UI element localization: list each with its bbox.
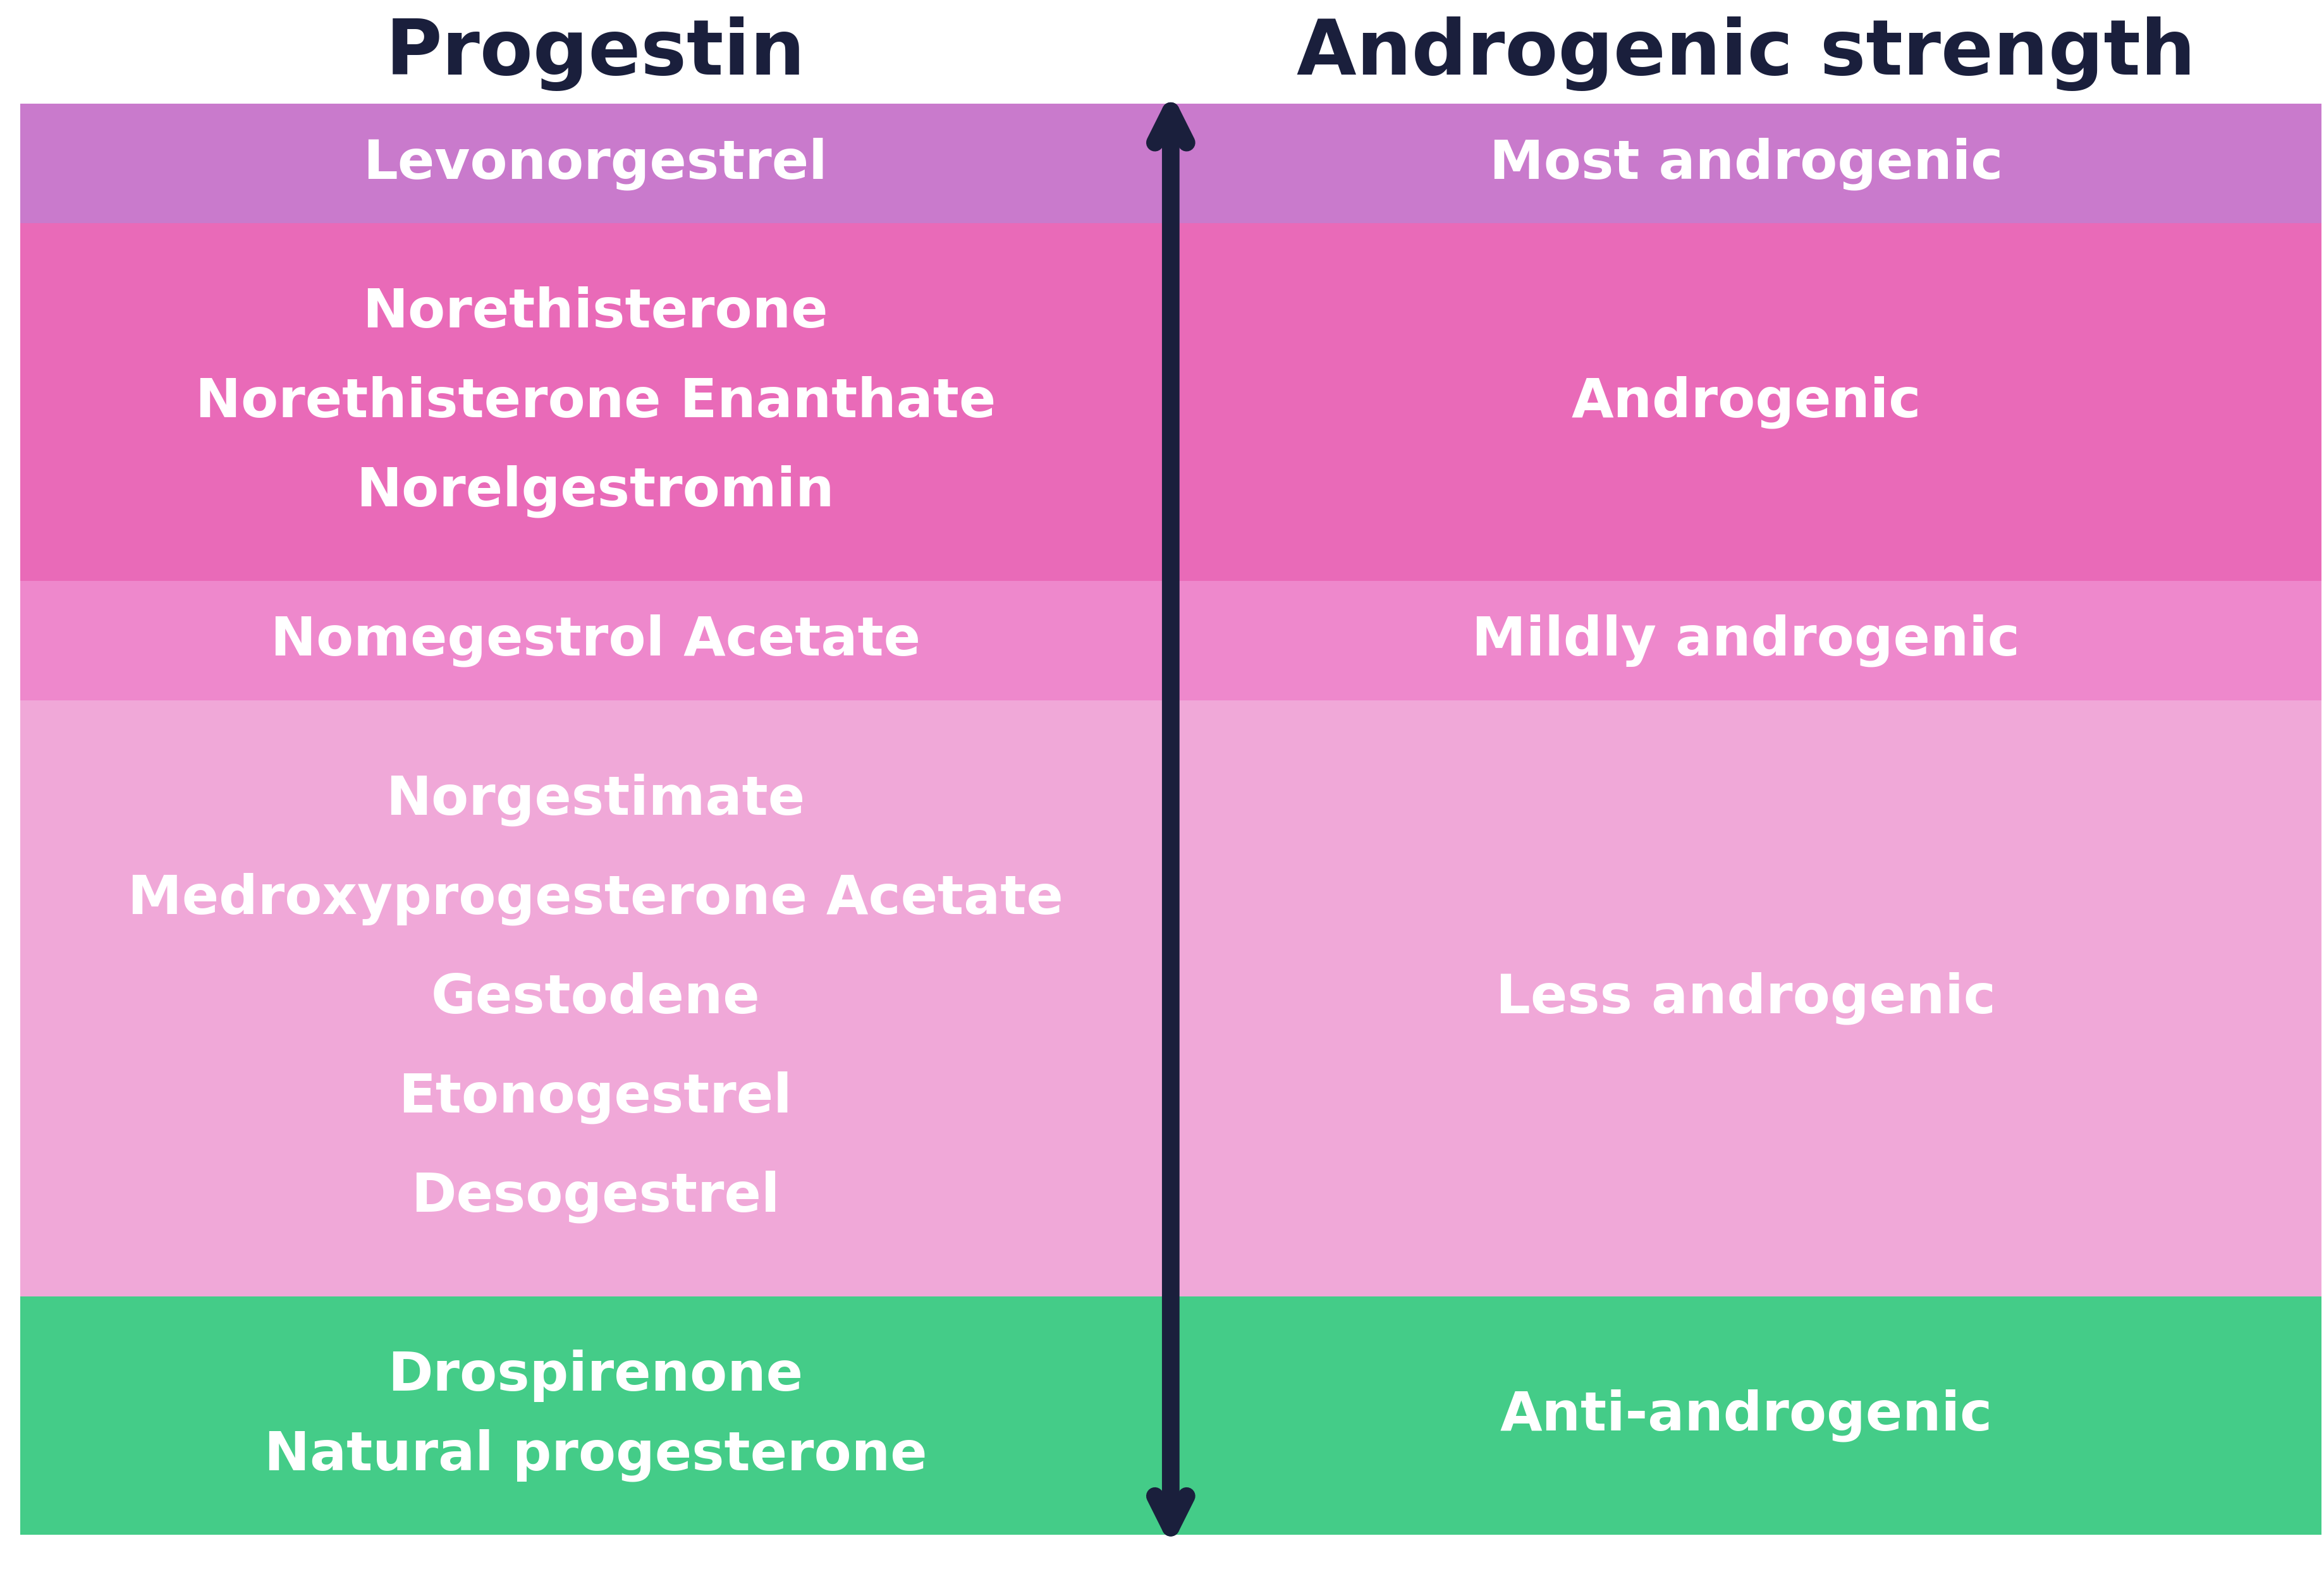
Bar [21,1297,1171,1535]
Text: Natural progesterone: Natural progesterone [265,1429,927,1481]
Text: Anti-androgenic: Anti-androgenic [1499,1389,1992,1441]
Bar [21,581,1171,700]
Text: Most androgenic: Most androgenic [1490,137,2003,189]
Bar [21,103,1171,223]
Bar [1171,1297,2322,1535]
Bar [21,700,1171,1297]
Text: Mildly androgenic: Mildly androgenic [1471,614,2020,667]
Text: Nomegestrol Acetate: Nomegestrol Acetate [270,614,920,667]
Text: Norethisterone Enanthate: Norethisterone Enanthate [195,375,995,428]
Text: Norelgestromin: Norelgestromin [356,465,834,517]
Text: Norgestimate: Norgestimate [386,773,804,826]
Text: Etonogestrel: Etonogestrel [400,1071,792,1123]
Text: Androgenic strength: Androgenic strength [1297,16,2196,91]
Text: Gestodene: Gestodene [430,972,760,1025]
Text: Drospirenone: Drospirenone [388,1349,804,1402]
Text: Medroxyprogesterone Acetate: Medroxyprogesterone Acetate [128,872,1062,926]
Text: Levonorgestrel: Levonorgestrel [363,137,827,189]
Bar [1171,103,2322,223]
Bar [1171,223,2322,581]
Text: Progestin: Progestin [386,16,806,91]
Text: Androgenic: Androgenic [1571,375,1922,428]
Text: Less androgenic: Less androgenic [1497,972,1996,1025]
Text: Desogestrel: Desogestrel [411,1171,781,1223]
Bar [1171,581,2322,700]
Bar [1171,700,2322,1297]
Text: Norethisterone: Norethisterone [363,286,827,339]
Bar [21,223,1171,581]
